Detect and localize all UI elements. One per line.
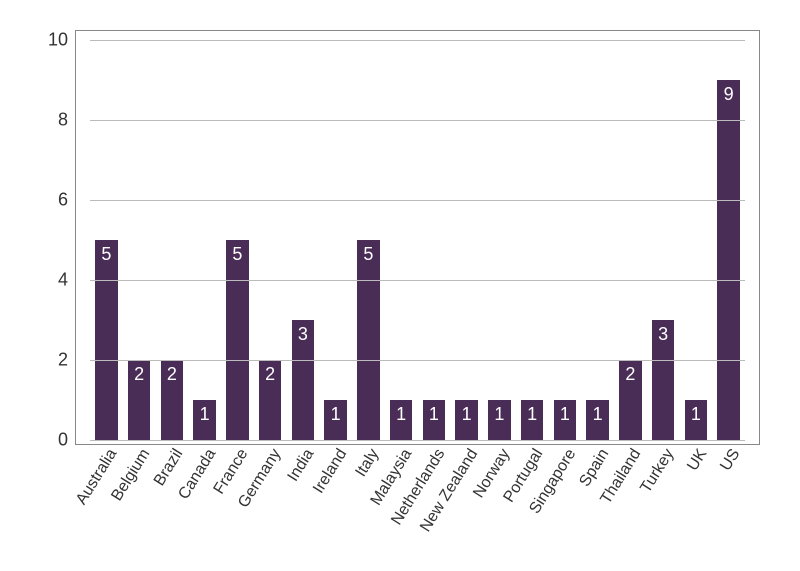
bar-value-label: 5 [226, 244, 248, 265]
bar: 1 [390, 400, 412, 440]
bar: 1 [521, 400, 543, 440]
x-tick-label: US [717, 446, 744, 474]
gridline [90, 280, 745, 281]
y-tick-label: 2 [0, 350, 68, 371]
gridline [90, 440, 745, 441]
bar-value-label: 1 [554, 404, 576, 425]
bar-value-label: 2 [619, 364, 641, 385]
gridline [90, 120, 745, 121]
bar-value-label: 1 [685, 404, 707, 425]
y-tick-label: 8 [0, 110, 68, 131]
bar: 1 [455, 400, 477, 440]
bar: 2 [619, 360, 641, 440]
bar-value-label: 1 [586, 404, 608, 425]
x-tick-label: Italy [353, 446, 384, 480]
bar-value-label: 5 [95, 244, 117, 265]
bar-value-label: 1 [324, 404, 346, 425]
bar: 1 [685, 400, 707, 440]
bar-value-label: 1 [521, 404, 543, 425]
bar: 5 [357, 240, 379, 440]
bar-value-label: 3 [652, 324, 674, 345]
bar-value-label: 1 [193, 404, 215, 425]
y-tick-label: 6 [0, 190, 68, 211]
bar-value-label: 1 [423, 404, 445, 425]
bar: 5 [95, 240, 117, 440]
gridline [90, 360, 745, 361]
y-tick-label: 10 [0, 30, 68, 51]
bar-value-label: 1 [390, 404, 412, 425]
bar: 2 [259, 360, 281, 440]
bar: 1 [193, 400, 215, 440]
plot-area: 52215231511111112319 [90, 40, 745, 440]
bar: 3 [652, 320, 674, 440]
chart-canvas: 52215231511111112319 0246810 AustraliaBe… [0, 0, 800, 571]
bar: 2 [128, 360, 150, 440]
x-tick-label: India [284, 446, 318, 485]
bar: 1 [488, 400, 510, 440]
bars-container: 52215231511111112319 [90, 40, 745, 440]
bar-value-label: 2 [259, 364, 281, 385]
y-tick-label: 0 [0, 430, 68, 451]
bar-value-label: 3 [292, 324, 314, 345]
bar-value-label: 9 [717, 84, 739, 105]
bar-value-label: 2 [128, 364, 150, 385]
bar-value-label: 1 [488, 404, 510, 425]
x-tick-label: UK [684, 446, 711, 474]
bar: 3 [292, 320, 314, 440]
bar: 2 [161, 360, 183, 440]
bar: 1 [423, 400, 445, 440]
bar: 1 [324, 400, 346, 440]
y-tick-label: 4 [0, 270, 68, 291]
gridline [90, 40, 745, 41]
bar: 5 [226, 240, 248, 440]
bar: 1 [554, 400, 576, 440]
bar: 9 [717, 80, 739, 440]
bar-value-label: 5 [357, 244, 379, 265]
bar: 1 [586, 400, 608, 440]
gridline [90, 200, 745, 201]
bar-value-label: 2 [161, 364, 183, 385]
bar-value-label: 1 [455, 404, 477, 425]
